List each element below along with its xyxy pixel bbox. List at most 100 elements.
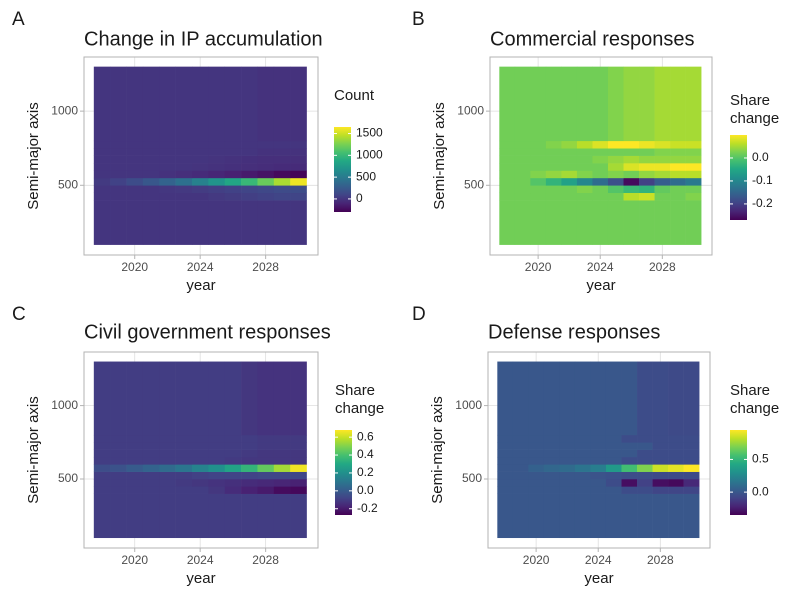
heat-tile: [192, 434, 209, 443]
heat-tile: [192, 449, 209, 458]
heat-tile: [224, 163, 242, 171]
heat-tile: [559, 493, 576, 539]
heat-tile: [93, 442, 111, 450]
heat-tile: [545, 66, 562, 142]
panel-title: Civil government responses: [84, 321, 331, 343]
panel-tag: D: [412, 304, 426, 325]
heat-tile: [110, 155, 127, 164]
heat-tile: [93, 471, 111, 480]
legend-title: Share: [730, 382, 770, 399]
colorbar-tick-label: -0.2: [357, 501, 378, 515]
heat-tile: [208, 478, 226, 487]
heat-tile: [576, 170, 593, 179]
heat-tile: [683, 449, 700, 458]
heat-tile: [126, 192, 144, 201]
heat-tile: [576, 192, 593, 201]
heat-tile: [528, 434, 545, 443]
x-tick-label: 2028: [647, 553, 674, 567]
heat-tile: [574, 361, 591, 436]
heat-tile: [257, 185, 275, 194]
heat-tile: [175, 155, 193, 164]
heat-tile: [175, 449, 193, 458]
heat-tile: [93, 140, 111, 149]
panel: A Change in IP accumulation 2020 2024 2028 50…: [12, 9, 383, 294]
heat-tile: [561, 200, 578, 245]
heat-tile: [208, 493, 226, 539]
heat-tile: [637, 464, 653, 472]
heat-tile: [142, 449, 160, 458]
heat-tile: [590, 478, 607, 487]
heat-tile: [685, 140, 702, 149]
heat-tile: [497, 493, 514, 539]
heat-tile: [208, 456, 226, 465]
heat-tile: [126, 185, 144, 194]
heat-tile: [126, 464, 144, 472]
heat-tile: [175, 434, 193, 443]
heat-tile: [126, 434, 144, 443]
colorbar-tick-label: 0.5: [752, 452, 769, 466]
heat-tile: [545, 192, 562, 201]
x-axis-label: year: [186, 277, 215, 294]
heat-tile: [208, 192, 226, 201]
heat-tile: [499, 66, 516, 142]
x-tick-label: 2024: [587, 260, 614, 274]
heat-tile: [257, 155, 275, 164]
colorbar: [730, 135, 747, 220]
heat-tile: [126, 471, 144, 480]
heat-tile: [561, 163, 578, 171]
heat-tile: [208, 449, 226, 458]
panel-tag: C: [12, 304, 26, 325]
heat-tile: [512, 361, 529, 436]
heat-tile: [273, 140, 291, 149]
heat-tile: [224, 361, 242, 436]
heat-tile: [290, 170, 307, 179]
heat-tile: [652, 471, 669, 480]
heat-tile: [545, 177, 562, 186]
heat-tile: [668, 493, 684, 539]
heat-tile: [576, 200, 593, 245]
heat-tile: [654, 155, 671, 164]
heat-tile: [576, 148, 593, 156]
heat-tile: [621, 434, 638, 443]
heat-tile: [93, 170, 111, 179]
heat-tile: [530, 170, 547, 179]
heat-tile: [592, 148, 609, 156]
heat-tile: [192, 478, 209, 487]
heat-tile: [561, 170, 578, 179]
heat-tile: [273, 185, 291, 194]
heat-tile: [208, 170, 226, 179]
colorbar-tick-label: 1000: [356, 148, 383, 162]
heat-tile: [257, 66, 275, 142]
heat-tile: [273, 148, 291, 156]
heat-tile: [175, 486, 193, 494]
heat-tile: [126, 66, 144, 142]
heat-tile: [639, 170, 655, 179]
heat-tile: [639, 66, 655, 142]
heat-tile: [273, 456, 291, 465]
heat-tile: [668, 449, 684, 458]
heat-tile: [142, 478, 160, 487]
x-axis-label: year: [586, 277, 615, 294]
heat-tile: [290, 185, 307, 194]
heat-tile: [93, 361, 111, 436]
heat-tile: [241, 185, 258, 194]
heat-tile: [93, 192, 111, 201]
heat-tile: [290, 471, 307, 480]
heat-tile: [290, 442, 307, 450]
plot-frame: [83, 56, 319, 256]
heat-tile: [110, 200, 127, 245]
heat-tile: [652, 486, 669, 494]
heat-tile: [208, 177, 226, 186]
colorbar: [730, 430, 747, 515]
heat-tile: [528, 456, 545, 465]
heat-tile: [159, 493, 176, 539]
heat-tile: [499, 155, 516, 164]
heat-tile: [652, 493, 669, 539]
heat-tile: [670, 177, 686, 186]
legend-title: change: [335, 400, 384, 417]
heat-tile: [241, 434, 258, 443]
heat-tile: [241, 464, 258, 472]
heat-tile: [512, 442, 529, 450]
colorbar-tick-label: 1500: [356, 126, 383, 140]
